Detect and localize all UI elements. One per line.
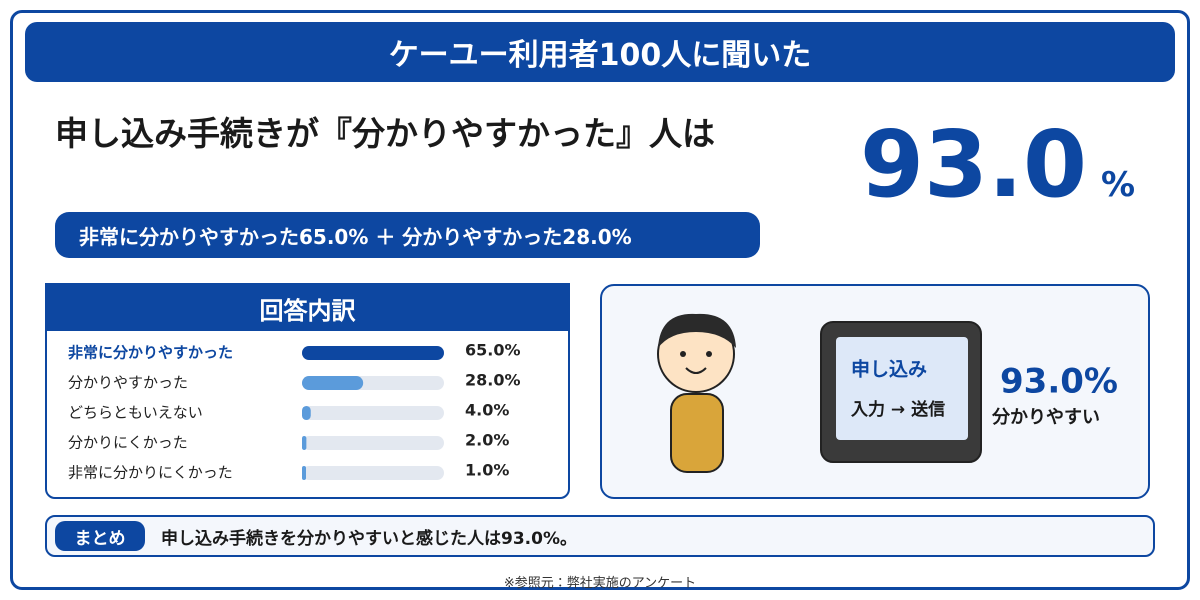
hair	[658, 313, 736, 348]
value-label: 2.0%	[465, 431, 509, 450]
headline: 申し込み手続きが『分かりやすかった』人は	[55, 114, 715, 153]
bar	[302, 406, 311, 420]
bar	[302, 346, 444, 360]
value-label: 65.0%	[465, 341, 521, 360]
value-label: 28.0%	[465, 371, 521, 390]
bar-track	[302, 436, 444, 450]
illustration-panel: 申し込み 入力 → 送信 93.0% 分かりやすい	[600, 284, 1150, 499]
breakdown-chart: 非常に分かりやすかった 65.0% 分かりやすかった 28.0% どちらともいえない 4.…	[68, 341, 521, 482]
footnote: ※参照元：弊社実施のアンケート	[503, 576, 697, 591]
illustration-caption: 分かりやすい	[991, 407, 1100, 428]
bar-track	[302, 406, 444, 420]
screen-flow: 入力 → 送信	[851, 399, 945, 420]
bar	[302, 466, 306, 480]
big-unit: %	[1101, 165, 1136, 205]
header-title: ケーユー利用者100人に聞いた	[25, 22, 1175, 82]
screen-title: 申し込み	[851, 358, 927, 381]
category-label: 分かりやすかった	[68, 374, 188, 392]
mouth	[685, 367, 707, 374]
value-label: 4.0%	[465, 401, 509, 420]
summary-box: まとめ 申し込み手続きを分かりやすいと感じた人は93.0%。	[45, 515, 1155, 557]
breakdown-panel: 回答内訳 非常に分かりやすかった 65.0% 分かりやすかった 28.0% どちらともい…	[45, 283, 570, 499]
value-label: 1.0%	[465, 461, 509, 480]
breakdown-title: 回答内訳	[47, 285, 568, 331]
headline-value: 93.0 %	[860, 110, 1160, 220]
category-label: 非常に分かりにくかった	[68, 464, 233, 482]
summary-label: まとめ	[55, 521, 145, 551]
illustration: 申し込み 入力 → 送信 93.0% 分かりやすい	[657, 313, 1118, 473]
bar	[302, 376, 364, 390]
bar-track	[302, 466, 444, 480]
detail-pill: 非常に分かりやすかった65.0% ＋ 分かりやすかった28.0%	[55, 212, 760, 258]
category-label: 分かりにくかった	[68, 434, 188, 452]
frame	[10, 10, 1190, 590]
category-label: どちらともいえない	[68, 404, 203, 422]
bar	[302, 436, 307, 450]
illustration-value: 93.0%	[1000, 362, 1118, 402]
summary-text: 申し込み手続きを分かりやすいと感じた人は93.0%。	[161, 528, 577, 549]
tablet-screen	[836, 337, 968, 440]
category-label: 非常に分かりやすかった	[68, 344, 233, 362]
eye	[680, 351, 686, 357]
body	[670, 393, 724, 473]
eye	[706, 351, 712, 357]
big-number: 93.0	[860, 111, 1087, 218]
